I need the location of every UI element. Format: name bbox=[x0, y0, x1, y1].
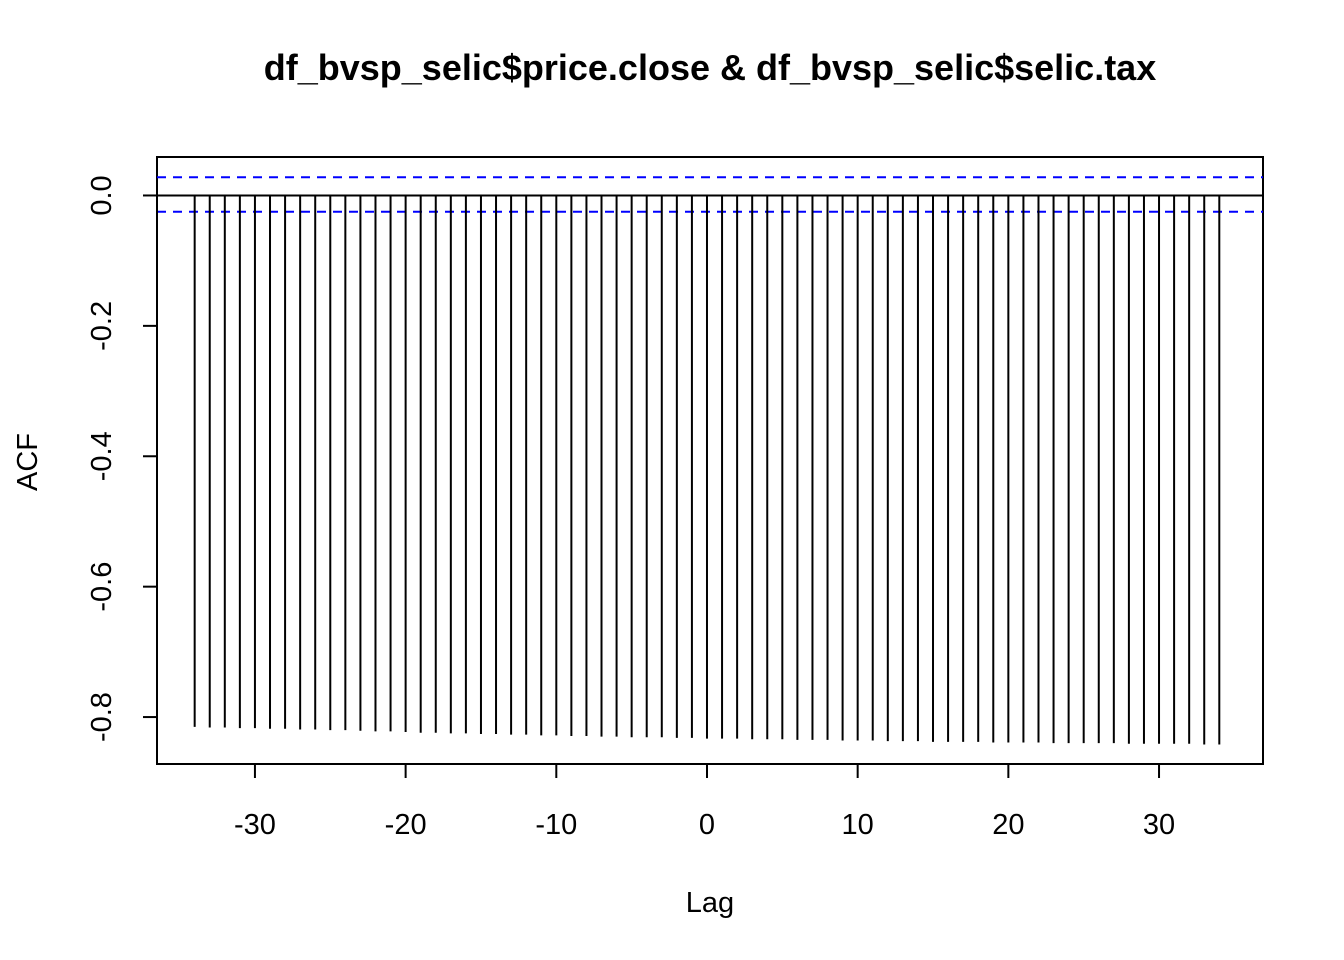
chart-title: df_bvsp_selic$price.close & df_bvsp_seli… bbox=[264, 47, 1156, 88]
x-tick-label: -30 bbox=[234, 809, 276, 841]
x-tick-label: 10 bbox=[842, 809, 874, 841]
plot-area: -30 -20 -10 0 10 20 30 0.0 -0.2 -0.4 -0.6 -0.8 bbox=[86, 156, 1264, 841]
x-tick-label: -20 bbox=[385, 809, 427, 841]
y-tick-label: -0.8 bbox=[86, 692, 118, 742]
x-tick-label: -10 bbox=[535, 809, 577, 841]
x-tick-label: 0 bbox=[699, 809, 715, 841]
x-tick-label: 20 bbox=[992, 809, 1024, 841]
y-tick-label: -0.6 bbox=[86, 562, 118, 612]
y-tick-label: -0.2 bbox=[86, 301, 118, 351]
plot-frame bbox=[156, 156, 1264, 765]
x-axis-label: Lag bbox=[686, 887, 734, 919]
y-tick-label: -0.4 bbox=[86, 431, 118, 481]
y-axis-label: ACF bbox=[12, 433, 44, 491]
x-tick-label: 30 bbox=[1143, 809, 1175, 841]
y-tick-label: 0.0 bbox=[86, 175, 118, 215]
